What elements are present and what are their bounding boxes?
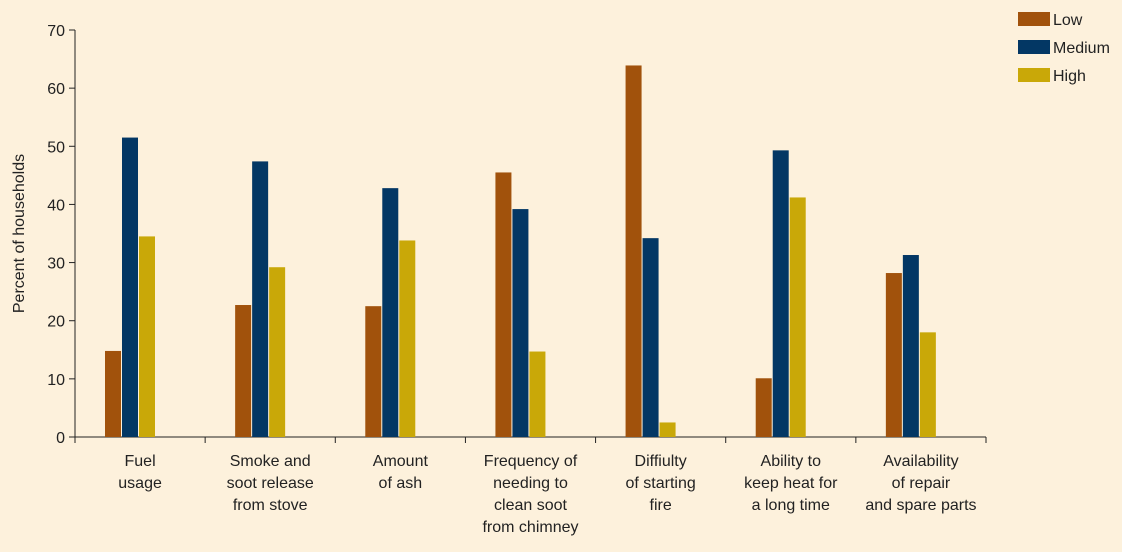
bar-high [919, 332, 936, 437]
bar-low [105, 350, 121, 437]
legend-label-medium: Medium [1053, 40, 1110, 57]
category-label: Fuel usage [118, 453, 162, 492]
legend-swatch-medium [1018, 40, 1050, 54]
bar-low [755, 378, 772, 437]
bar-medium [252, 161, 269, 437]
bar-high [529, 351, 546, 437]
category-label: Diffiulty of starting fire [626, 453, 696, 514]
bar-low [235, 305, 252, 437]
y-tick-label: 30 [47, 256, 65, 273]
y-tick-label: 70 [47, 23, 65, 40]
y-tick-label: 60 [47, 81, 65, 98]
bar-high [399, 240, 416, 437]
y-tick-label: 10 [47, 372, 65, 389]
bar-high [659, 422, 676, 437]
bar-medium [772, 150, 789, 437]
bar-low [365, 306, 382, 437]
legend-swatch-low [1018, 12, 1050, 26]
y-tick-label: 20 [47, 314, 65, 331]
bar-high [269, 267, 286, 437]
y-tick-label: 50 [47, 139, 65, 156]
bar-low [625, 65, 642, 438]
bar-medium [902, 255, 919, 437]
category-label: Smoke and soot release from stove [227, 453, 314, 514]
bar-low [495, 172, 512, 437]
bar-medium [382, 188, 399, 437]
bar-medium [642, 238, 659, 437]
category-label: Availability of repair and spare parts [865, 453, 976, 514]
bar-low [885, 273, 902, 437]
legend: Low Medium High [1018, 12, 1110, 85]
y-axis: 0 10 20 30 40 50 60 70 [47, 23, 76, 447]
legend-label-high: High [1053, 68, 1086, 85]
legend-label-low: Low [1053, 12, 1083, 29]
x-axis [74, 436, 987, 443]
bar-medium [512, 209, 529, 437]
category-label: Amount of ash [373, 453, 429, 492]
y-tick-label: 40 [47, 197, 65, 214]
y-tick-label: 0 [56, 430, 65, 447]
bar-high [789, 197, 806, 437]
category-label: Ability to keep heat for a long time [744, 453, 838, 514]
legend-swatch-high [1018, 68, 1050, 82]
category-labels: Fuel usage Smoke and soot release from stove… [118, 453, 976, 536]
y-axis-title: Percent of households [11, 154, 28, 313]
bar-high [139, 236, 155, 437]
bars [105, 65, 936, 438]
category-label: Frequency of needing to clean soot from chi… [482, 453, 578, 536]
bar-medium [122, 137, 138, 438]
